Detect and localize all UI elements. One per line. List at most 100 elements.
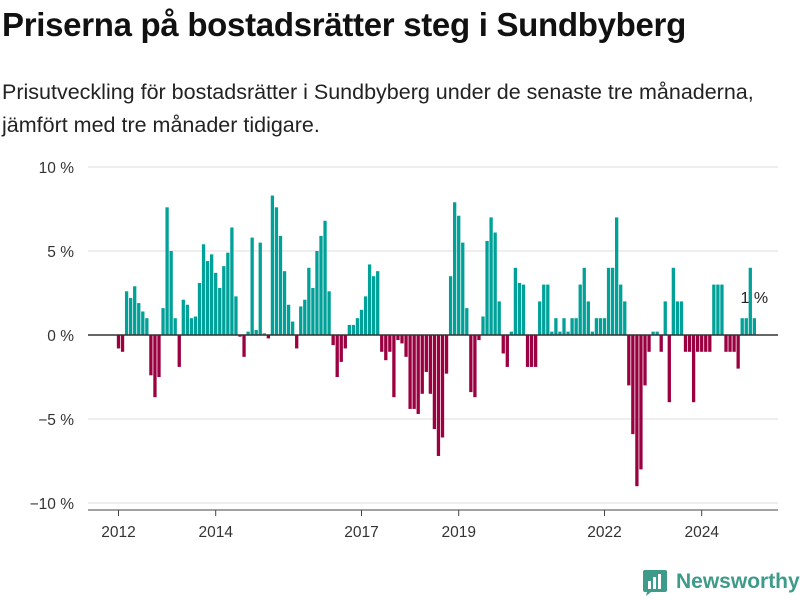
chart-title: Priserna på bostadsrätter steg i Sundbyb… [2, 6, 686, 43]
bar [181, 299, 185, 335]
bar [153, 335, 157, 398]
bar [448, 276, 453, 335]
bar [185, 304, 189, 335]
bar [598, 318, 603, 335]
bar [246, 331, 250, 335]
bar [521, 284, 526, 335]
bar [327, 291, 331, 335]
y-tick-label: 0 % [47, 328, 74, 345]
bar [590, 331, 594, 335]
x-tick-label: 2017 [344, 524, 378, 541]
bar [116, 335, 121, 349]
bar [509, 331, 513, 335]
bar [299, 306, 303, 335]
bar [497, 301, 501, 335]
bar [226, 252, 230, 335]
bar [615, 217, 619, 335]
bar [372, 276, 376, 335]
bar [351, 324, 356, 335]
bar [720, 284, 724, 335]
y-tick-label: 10 % [39, 160, 75, 177]
bar [708, 335, 712, 352]
bar [157, 335, 161, 377]
bar [242, 335, 246, 357]
bar [404, 335, 408, 357]
bar [461, 242, 465, 335]
bar [582, 267, 586, 335]
bar [546, 284, 550, 335]
bar [388, 335, 392, 352]
bar [538, 301, 542, 335]
x-tick-label: 2012 [101, 524, 135, 541]
bar [254, 329, 258, 335]
bar [262, 333, 266, 335]
bar [744, 318, 748, 335]
bar [457, 215, 461, 335]
bar [124, 291, 129, 335]
bar [704, 335, 708, 352]
bar [578, 284, 582, 335]
bar [141, 311, 145, 335]
bar [218, 287, 222, 335]
bar [736, 335, 740, 369]
bar [675, 301, 680, 335]
bar [120, 335, 125, 352]
bar [655, 331, 659, 335]
bar [696, 335, 700, 352]
bar [570, 318, 574, 335]
bar [169, 251, 173, 335]
bar [173, 318, 177, 335]
bar [412, 335, 416, 409]
bar [197, 282, 202, 335]
bar [740, 318, 744, 335]
bar [222, 266, 226, 335]
bar [274, 207, 279, 335]
bar [627, 335, 631, 386]
bar [359, 309, 364, 335]
bar [343, 335, 347, 349]
bar [489, 217, 493, 335]
bar [396, 335, 400, 341]
bar [315, 251, 319, 335]
bar [444, 335, 449, 374]
bar [270, 195, 275, 335]
bar [513, 267, 518, 335]
bar [380, 335, 384, 352]
bar [493, 232, 497, 335]
bar [149, 335, 153, 376]
bar [659, 335, 663, 352]
bar [331, 335, 335, 346]
bar [367, 264, 372, 335]
bar [347, 324, 351, 335]
bar [193, 316, 198, 335]
bar [129, 298, 133, 335]
bar [311, 287, 315, 335]
bar [619, 284, 623, 335]
bar [145, 318, 149, 335]
bar [610, 267, 615, 335]
bar [667, 335, 671, 403]
bar [303, 299, 307, 335]
bar [558, 331, 562, 335]
bar [529, 335, 534, 367]
bar [550, 331, 554, 335]
bar [728, 335, 732, 352]
bar [210, 254, 214, 335]
x-tick-label: 2024 [684, 524, 719, 541]
bar [716, 284, 720, 335]
bar [266, 335, 270, 339]
bar [691, 335, 696, 403]
bar [201, 244, 206, 335]
brand-logo: Newsworthy [642, 566, 800, 598]
bar [631, 335, 635, 435]
bar [671, 267, 675, 335]
bar [481, 316, 485, 335]
bar [428, 335, 432, 394]
bar [282, 271, 287, 335]
bar [554, 318, 558, 335]
bar [319, 235, 323, 335]
bar [542, 284, 546, 335]
bar [291, 321, 295, 335]
bar [465, 308, 469, 335]
bar [606, 267, 611, 335]
